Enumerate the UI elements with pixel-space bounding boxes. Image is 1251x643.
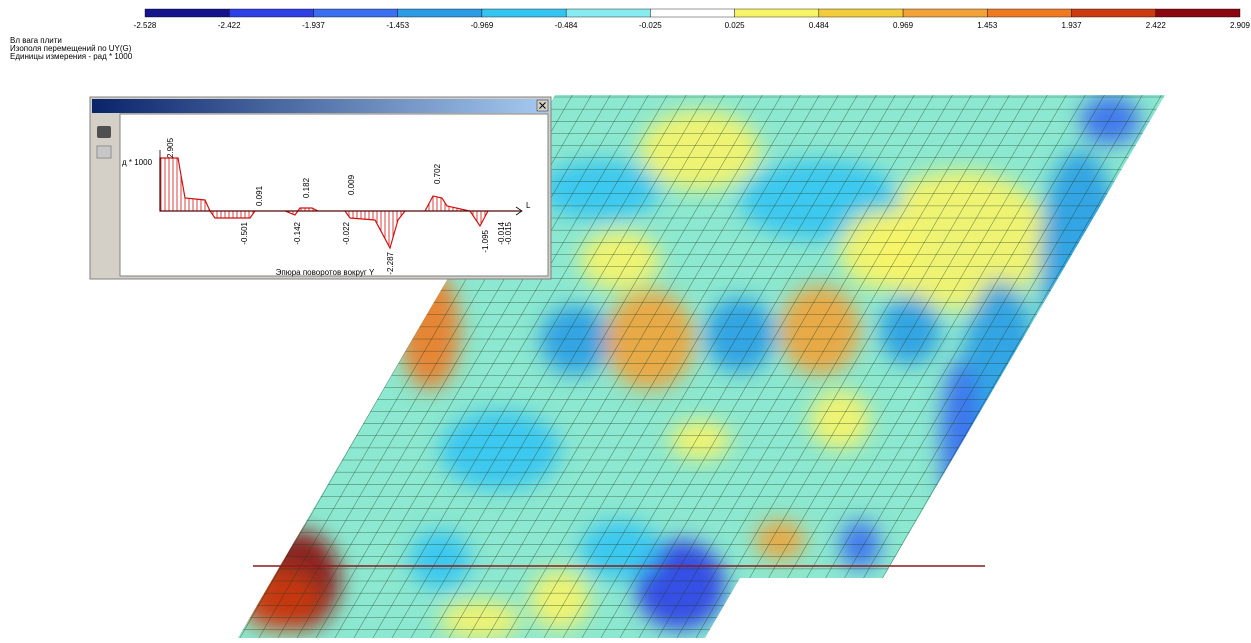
scale-segment: [566, 9, 650, 17]
color-scale: -2.528 -2.422 -1.937 -1.453 -0.969 -0.484 -0.0…: [134, 9, 1251, 30]
scale-label: -0.969: [471, 21, 494, 30]
scale-label: -1.453: [386, 21, 409, 30]
value-label: -0.142: [293, 221, 302, 244]
scale-label: 2.422: [1146, 21, 1167, 30]
value-label: 0.702: [433, 163, 442, 184]
value-label: 0.009: [347, 174, 356, 195]
scale-segment: [987, 9, 1071, 17]
export-icon[interactable]: [97, 146, 111, 158]
scale-segment: [819, 9, 903, 17]
axis-label: д * 1000: [122, 158, 153, 167]
value-label: 0.182: [302, 177, 311, 198]
camera-icon[interactable]: [97, 126, 111, 138]
axis-end: L: [526, 201, 531, 210]
scale-segment: [313, 9, 397, 17]
scale-segment: [1156, 9, 1240, 17]
header-line: Единицы измерения - рад * 1000: [10, 52, 133, 61]
scale-label: 1.453: [977, 21, 998, 30]
value-label: -0.015: [504, 221, 513, 244]
scale-label: -0.484: [555, 21, 578, 30]
value-label: -0.501: [240, 221, 249, 244]
title-bar: [92, 99, 549, 113]
scale-label: -0.025: [639, 21, 662, 30]
scale-label: -2.528: [134, 21, 157, 30]
scale-label: 1.937: [1062, 21, 1083, 30]
value-label: 2.905: [166, 137, 175, 158]
scale-segment: [145, 9, 229, 17]
scale-segment: [482, 9, 566, 17]
scale-label: -2.422: [218, 21, 241, 30]
scale-label: -1.937: [302, 21, 325, 30]
value-label: 0.091: [255, 185, 264, 206]
diagram-title: Эпюра поворотов вокруг Y: [276, 268, 375, 277]
diagram-window: д * 1000 L Эпюра поворотов вокруг Y 2.905 0.…: [90, 97, 551, 279]
scale-segment: [735, 9, 819, 17]
scale-segment: [650, 9, 734, 17]
scale-segment: [1072, 9, 1156, 17]
scale-label: 2.909: [1230, 21, 1251, 30]
scale-segment: [229, 9, 313, 17]
value-label: -1.095: [481, 229, 490, 252]
scale-segment: [903, 9, 987, 17]
value-label: -2.287: [386, 251, 395, 274]
scale-segment: [398, 9, 482, 17]
scale-label: 0.484: [809, 21, 830, 30]
scale-label: 0.025: [725, 21, 746, 30]
scale-label: 0.969: [893, 21, 914, 30]
value-label: -0.022: [342, 221, 351, 244]
screen: Вл вага плитиИзополя перемещений по UY(G…: [0, 0, 1251, 638]
